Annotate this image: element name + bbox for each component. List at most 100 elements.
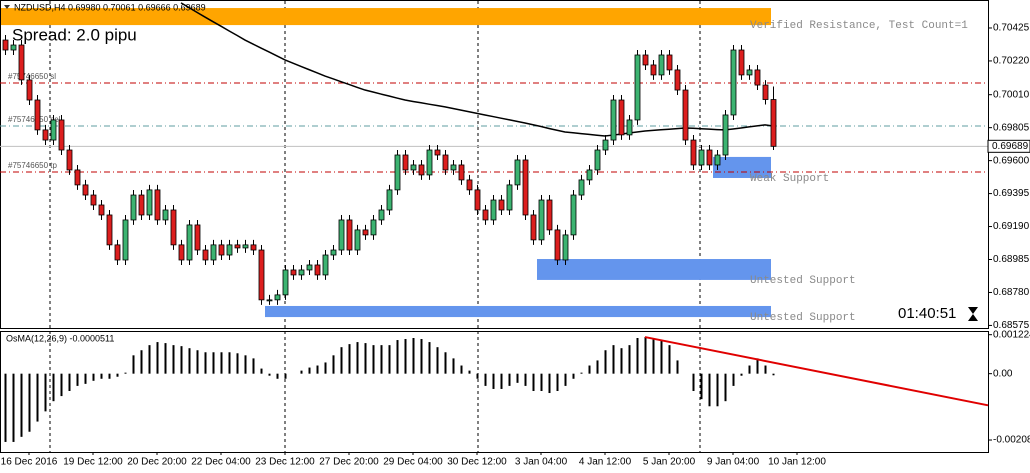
x-tick-label: 3 Jan 04:00 — [515, 457, 568, 468]
collapse-icon — [4, 5, 10, 9]
moving-average — [180, 2, 774, 137]
sr-zone — [713, 156, 771, 178]
candle-body — [554, 229, 561, 261]
front-layer: Verified Resistance, Test Count=1 Weak Su… — [1, 20, 1030, 468]
candle-body — [514, 159, 521, 186]
candle-body — [242, 244, 249, 249]
candle-body — [378, 209, 385, 221]
candle-body — [386, 189, 393, 211]
candle-body — [714, 154, 721, 166]
candle-body — [666, 54, 673, 71]
candle-body — [154, 189, 161, 221]
x-tick-label: 9 Jan 04:00 — [707, 457, 760, 468]
y-tick-label: 0.69805 — [993, 122, 1030, 133]
y-tick-label: 0.68780 — [993, 287, 1030, 298]
candle-body — [26, 79, 33, 101]
candle-body — [498, 199, 505, 211]
candle-body — [634, 54, 641, 121]
candle-body — [370, 219, 377, 236]
candle-body — [10, 44, 17, 51]
current-price-label: 0.69689 — [992, 141, 1029, 152]
candle-body — [146, 189, 153, 216]
candle-body — [2, 39, 9, 51]
candle-body — [218, 244, 225, 256]
candle-body — [314, 264, 321, 276]
x-tick-label: 10 Jan 12:00 — [768, 457, 826, 468]
y-tick-label: 0.69190 — [993, 221, 1030, 232]
candle-body — [210, 244, 217, 261]
y-tick-label: 0.70010 — [993, 89, 1030, 100]
candle-body — [338, 219, 345, 251]
zone-label: Verified Resistance, Test Count=1 — [750, 20, 968, 32]
candle-body — [586, 169, 593, 181]
candle-body — [114, 244, 121, 261]
candle-body — [746, 69, 753, 76]
order-level-label: #75746650 sl — [8, 72, 56, 81]
back-layer: #75746650 sl#75746650 sell#75746650 tp — [0, 8, 988, 318]
candle-body — [770, 99, 777, 147]
candle-body — [66, 149, 73, 171]
x-tick-label: 4 Jan 12:00 — [579, 457, 632, 468]
candle-body — [442, 154, 449, 171]
candle-body — [226, 244, 233, 256]
candle-body — [130, 194, 137, 221]
candle-body — [578, 179, 585, 196]
sr-zone — [265, 305, 771, 318]
zone-label: Untested Support — [750, 275, 856, 287]
candle-body — [738, 49, 745, 76]
indicator-y-tick-label: 0.001224 — [993, 329, 1030, 340]
x-tick-label: 5 Jan 20:00 — [643, 457, 696, 468]
candle-body — [506, 184, 513, 211]
candle-body — [346, 219, 353, 251]
candle-body — [698, 149, 705, 166]
candle-body — [402, 154, 409, 171]
y-tick-label: 0.70220 — [993, 56, 1030, 67]
candle-body — [138, 194, 145, 216]
candle-body — [266, 299, 273, 302]
y-tick-label: 0.69395 — [993, 188, 1030, 199]
candle-body — [34, 99, 41, 131]
x-tick-label: 29 Dec 04:00 — [383, 457, 443, 468]
candle-body — [394, 154, 401, 191]
candle-body — [426, 149, 433, 176]
candle-body — [306, 264, 313, 271]
y-tick-label: 0.70425 — [993, 23, 1030, 34]
candle-body — [274, 294, 281, 301]
y-tick-label: 0.68575 — [993, 320, 1030, 331]
indicator-y-tick-label: 0.00 — [993, 368, 1013, 379]
x-tick-label: 22 Dec 04:00 — [191, 457, 251, 468]
candle-body — [610, 99, 617, 141]
candle-body — [186, 224, 193, 261]
candle-body — [682, 89, 689, 141]
candle-body — [674, 69, 681, 91]
candle-body — [162, 209, 169, 221]
x-tick-label: 30 Dec 12:00 — [447, 457, 507, 468]
x-tick-label: 23 Dec 12:00 — [255, 457, 315, 468]
candle-body — [570, 194, 577, 236]
candle-body — [122, 219, 129, 261]
candle-body — [258, 249, 265, 301]
candle-body — [466, 179, 473, 191]
candle-body — [490, 199, 497, 221]
trendline — [644, 336, 989, 407]
candle-body — [482, 209, 489, 221]
x-tick-label: 20 Dec 20:00 — [127, 457, 187, 468]
sr-zone — [1, 8, 771, 26]
candle-body — [562, 234, 569, 261]
candle-body — [418, 164, 425, 176]
candle-body — [722, 114, 729, 156]
candle-body — [322, 254, 329, 276]
candle-body — [82, 184, 89, 196]
indicator-y-tick-label: -0.002084 — [993, 435, 1030, 446]
candle-body — [194, 224, 201, 251]
candle-body — [762, 84, 769, 100]
indicator-title: OsMA(12,26,9) -0.0000511 — [6, 333, 114, 343]
candle-body — [690, 139, 697, 166]
candle-body — [458, 164, 465, 181]
order-level-label: #75746650 tp — [8, 161, 57, 170]
candle-body — [546, 199, 553, 231]
candle-body — [42, 129, 49, 141]
candle-body — [178, 244, 185, 261]
candle-body — [450, 164, 457, 171]
